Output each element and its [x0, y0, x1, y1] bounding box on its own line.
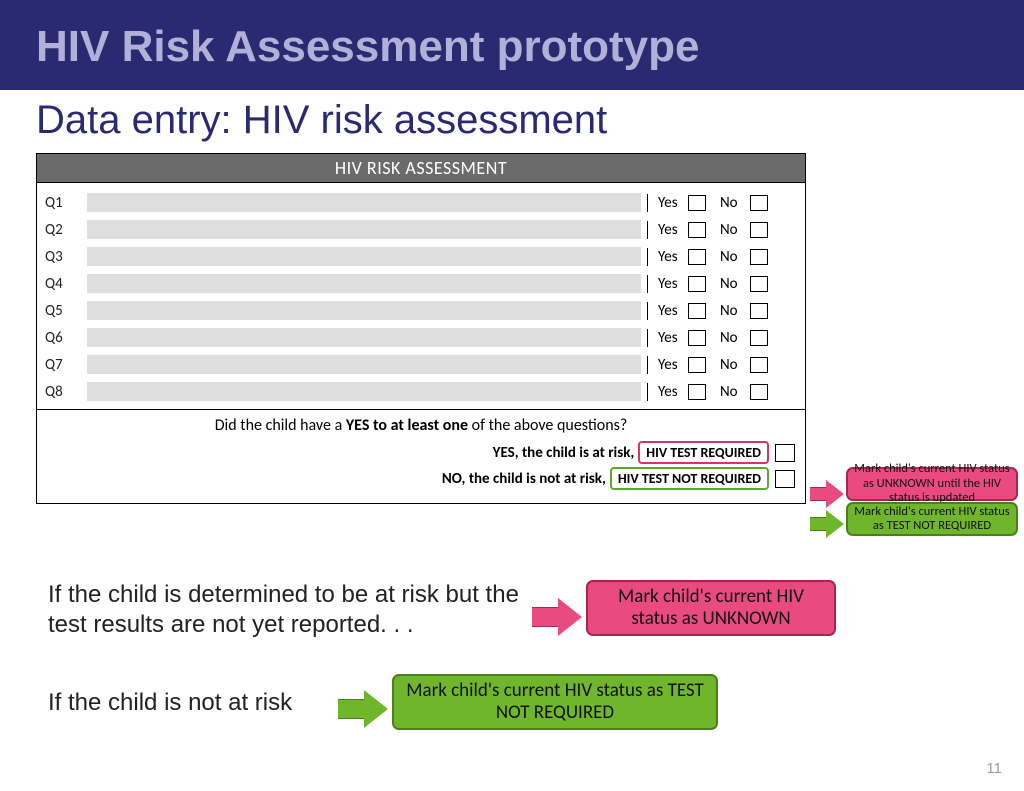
question-text-placeholder	[87, 193, 641, 212]
result-yes-label: YES, the child is at risk,	[493, 444, 635, 462]
yes-label: Yes	[658, 329, 688, 347]
question-label: Q8	[45, 383, 87, 401]
question-text-placeholder	[87, 247, 641, 266]
question-row: Q6 Yes No	[37, 324, 805, 351]
arrow-small-green	[810, 510, 844, 538]
yes-checkbox[interactable]	[688, 330, 706, 346]
yes-label: Yes	[658, 275, 688, 293]
yes-no-group: Yes No	[647, 248, 797, 266]
question-text-placeholder	[87, 328, 641, 347]
question-row: Q2 Yes No	[37, 216, 805, 243]
page-number: 11	[986, 760, 1002, 777]
yes-checkbox[interactable]	[688, 222, 706, 238]
yes-no-group: Yes No	[647, 302, 797, 320]
no-label: No	[720, 302, 750, 320]
form-footer: Did the child have a YES to at least one…	[37, 409, 805, 503]
question-row: Q7 Yes No	[37, 351, 805, 378]
arrow-small-pink	[810, 480, 844, 508]
question-row: Q4 Yes No	[37, 270, 805, 297]
yes-no-group: Yes No	[647, 194, 797, 212]
question-text-placeholder	[87, 382, 641, 401]
no-label: No	[720, 248, 750, 266]
result-yes-box: HIV TEST REQUIRED	[638, 441, 769, 464]
question-row: Q8 Yes No	[37, 378, 805, 405]
yes-no-group: Yes No	[647, 383, 797, 401]
question-label: Q3	[45, 248, 87, 266]
yes-no-group: Yes No	[647, 356, 797, 374]
yes-checkbox[interactable]	[688, 357, 706, 373]
question-label: Q6	[45, 329, 87, 347]
yes-label: Yes	[658, 221, 688, 239]
question-text-placeholder	[87, 274, 641, 293]
no-label: No	[720, 194, 750, 212]
no-label: No	[720, 221, 750, 239]
yes-checkbox[interactable]	[688, 195, 706, 211]
no-checkbox[interactable]	[750, 330, 768, 346]
result-no-row: NO, the child is not at risk, HIV TEST N…	[47, 467, 795, 490]
question-text-placeholder	[87, 355, 641, 374]
no-checkbox[interactable]	[750, 195, 768, 211]
callout-big-green: Mark child's current HIV status as TEST …	[392, 674, 718, 730]
yes-label: Yes	[658, 194, 688, 212]
no-label: No	[720, 356, 750, 374]
arrow-big-pink	[532, 598, 582, 636]
yes-no-group: Yes No	[647, 329, 797, 347]
arrow-big-green	[338, 690, 388, 728]
title-banner: HIV Risk Assessment prototype	[0, 0, 1024, 90]
callout-small-pink: Mark child's current HIV status as UNKNO…	[846, 467, 1018, 501]
body-text-at-risk: If the child is determined to be at risk…	[48, 580, 528, 640]
result-no-box: HIV TEST NOT REQUIRED	[610, 467, 769, 490]
result-yes-row: YES, the child is at risk, HIV TEST REQU…	[47, 441, 795, 464]
no-checkbox[interactable]	[750, 249, 768, 265]
no-checkbox[interactable]	[750, 222, 768, 238]
no-checkbox[interactable]	[750, 276, 768, 292]
footer-prompt: Did the child have a YES to at least one…	[47, 416, 795, 435]
yes-label: Yes	[658, 302, 688, 320]
question-label: Q7	[45, 356, 87, 374]
question-label: Q4	[45, 275, 87, 293]
subtitle: Data entry: HIV risk assessment	[0, 90, 1024, 153]
body-text-not-at-risk: If the child is not at risk	[48, 688, 348, 718]
result-yes-checkbox[interactable]	[775, 444, 795, 462]
yes-checkbox[interactable]	[688, 276, 706, 292]
no-checkbox[interactable]	[750, 357, 768, 373]
form-header: HIV RISK ASSESSMENT	[37, 154, 805, 183]
callout-big-pink: Mark child's current HIV status as UNKNO…	[586, 580, 836, 636]
no-checkbox[interactable]	[750, 303, 768, 319]
question-row: Q3 Yes No	[37, 243, 805, 270]
question-text-placeholder	[87, 301, 641, 320]
yes-label: Yes	[658, 248, 688, 266]
yes-label: Yes	[658, 356, 688, 374]
result-no-checkbox[interactable]	[775, 470, 795, 488]
question-label: Q1	[45, 194, 87, 212]
question-list: Q1 Yes No Q2 Yes No Q3 Yes No Q4 Yes No Q5 Yes No Q6 Yes…	[37, 183, 805, 409]
no-label: No	[720, 275, 750, 293]
assessment-form: HIV RISK ASSESSMENT Q1 Yes No Q2 Yes No Q3 Yes N…	[36, 153, 806, 504]
callout-small-green: Mark child's current HIV status as TEST …	[846, 502, 1018, 536]
question-label: Q2	[45, 221, 87, 239]
yes-label: Yes	[658, 383, 688, 401]
yes-checkbox[interactable]	[688, 384, 706, 400]
question-row: Q1 Yes No	[37, 189, 805, 216]
yes-checkbox[interactable]	[688, 303, 706, 319]
yes-checkbox[interactable]	[688, 249, 706, 265]
yes-no-group: Yes No	[647, 221, 797, 239]
no-label: No	[720, 383, 750, 401]
yes-no-group: Yes No	[647, 275, 797, 293]
question-row: Q5 Yes No	[37, 297, 805, 324]
question-text-placeholder	[87, 220, 641, 239]
question-label: Q5	[45, 302, 87, 320]
no-label: No	[720, 329, 750, 347]
result-no-label: NO, the child is not at risk,	[442, 470, 606, 488]
page-title: HIV Risk Assessment prototype	[36, 22, 988, 72]
no-checkbox[interactable]	[750, 384, 768, 400]
